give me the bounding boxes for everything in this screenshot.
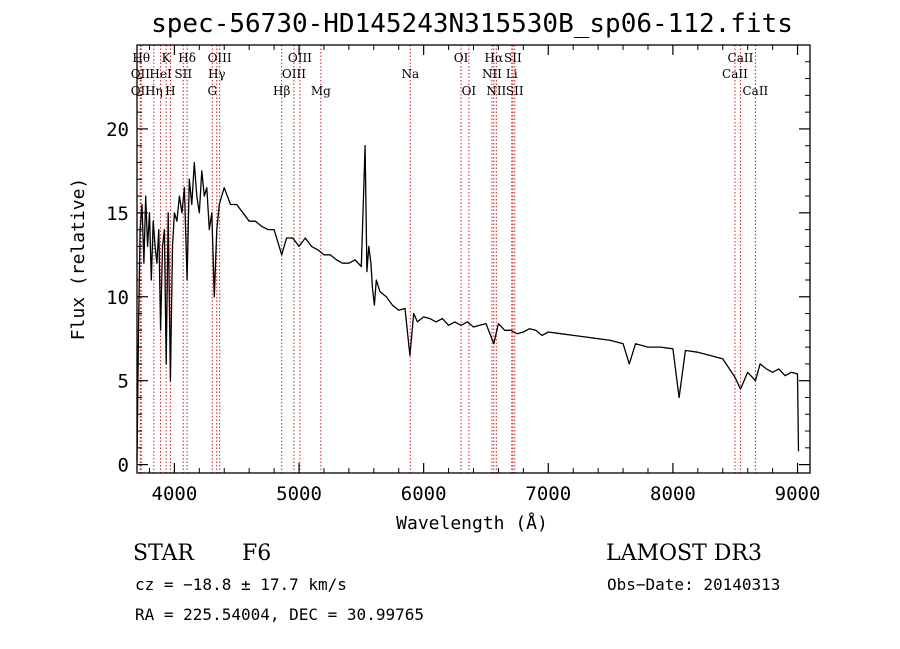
line-label: Hδ [178, 51, 196, 65]
line-label: Na [401, 67, 419, 81]
coordinates: RA = 225.54004, DEC = 30.99765 [135, 605, 424, 624]
line-label: Hβ [273, 84, 290, 98]
y-tick-label: 0 [118, 455, 129, 477]
y-tick-label: 15 [106, 203, 129, 225]
x-tick-label: 7000 [525, 483, 571, 505]
line-label: Mg [311, 84, 331, 98]
line-label: OIII [288, 51, 312, 65]
line-label: Hγ [208, 67, 226, 81]
line-label: NII [482, 67, 502, 81]
x-tick-label: 8000 [650, 483, 696, 505]
line-label: SII [506, 84, 524, 98]
x-tick-label: 4000 [152, 483, 198, 505]
line-label: OII [131, 67, 151, 81]
line-label: OI [454, 51, 469, 65]
line-label: NII [486, 84, 506, 98]
line-label: SII [174, 67, 192, 81]
object-class: STAR [133, 541, 195, 566]
y-tick-label: 5 [118, 371, 129, 393]
line-label: CaII [728, 51, 754, 65]
line-label: OII [131, 84, 151, 98]
line-label: CaII [722, 67, 748, 81]
line-label: HeI [149, 67, 172, 81]
line-label: OIII [208, 51, 232, 65]
x-axis: 4000 5000 6000 7000 8000 9000 [148, 45, 821, 505]
line-label: Li [506, 67, 518, 81]
chart-title: spec-56730-HD145243N315530B_sp06-112.fit… [151, 9, 793, 39]
line-label: H [165, 84, 175, 98]
line-labels: HθOIIOIIHηHeIKHSIIHδGHγOIIIHβOIIIOIIIMgN… [131, 51, 769, 98]
y-tick-label: 10 [106, 287, 129, 309]
y-axis: 0 5 10 15 20 [106, 61, 810, 477]
x-tick-label: 6000 [401, 483, 447, 505]
line-label: G [207, 84, 217, 98]
line-label: OIII [282, 67, 306, 81]
line-label: OI [462, 84, 477, 98]
line-label: Hη [145, 84, 163, 98]
x-tick-label: 9000 [775, 483, 821, 505]
line-markers [139, 45, 756, 473]
observation-date: Obs−Date: 20140313 [607, 575, 780, 594]
y-tick-label: 20 [106, 119, 129, 141]
line-label: K [162, 51, 172, 65]
line-label: SII [504, 51, 522, 65]
line-label: Hα [485, 51, 504, 65]
redshift-velocity: cz = −18.8 ± 17.7 km/s [135, 575, 347, 594]
plot-frame [136, 44, 811, 474]
line-label: CaII [742, 84, 768, 98]
y-axis-label: Flux (relative) [68, 178, 89, 341]
x-tick-label: 5000 [276, 483, 322, 505]
spectrum-line [136, 145, 800, 462]
survey-name: LAMOST DR3 [606, 541, 762, 566]
line-label: Hθ [132, 51, 150, 65]
x-axis-label: Wavelength (Å) [396, 512, 548, 534]
object-subclass: F6 [242, 541, 271, 566]
